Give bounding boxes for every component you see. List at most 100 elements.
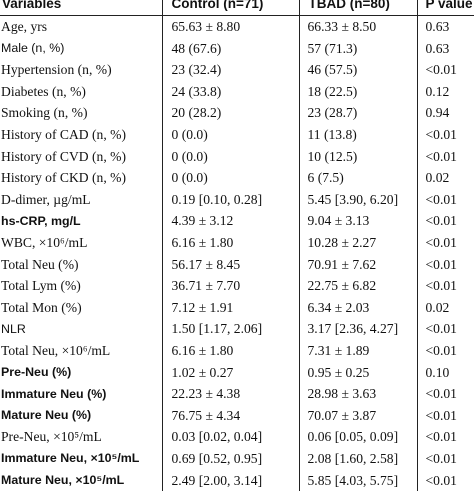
- tbad-value-cell: 0.95 ± 0.25: [299, 362, 417, 384]
- p-value-cell: 0.12: [417, 81, 474, 103]
- tbad-value-cell: 18 (22.5): [299, 81, 417, 103]
- tbad-value-cell: 11 (13.8): [299, 124, 417, 146]
- control-value-cell: 76.75 ± 4.34: [162, 405, 299, 427]
- tbad-value-cell: 70.07 ± 3.87: [299, 405, 417, 427]
- control-value-cell: 20 (28.2): [162, 102, 299, 124]
- tbad-value-cell: 9.04 ± 3.13: [299, 210, 417, 232]
- variable-cell: WBC, ×10⁶/mL: [0, 232, 162, 254]
- p-value-cell: <0.01: [417, 124, 474, 146]
- control-value-cell: 2.49 [2.00, 3.14]: [162, 469, 299, 491]
- control-value-cell: 22.23 ± 4.38: [162, 383, 299, 405]
- variable-cell: Total Neu (%): [0, 254, 162, 276]
- table-row: History of CKD (n, %)0 (0.0)6 (7.5)0.02: [0, 167, 474, 189]
- p-value-cell: <0.01: [417, 405, 474, 427]
- tbad-value-cell: 28.98 ± 3.63: [299, 383, 417, 405]
- p-value-cell: <0.01: [417, 340, 474, 362]
- p-value-cell: <0.01: [417, 232, 474, 254]
- table-row: History of CAD (n, %)0 (0.0)11 (13.8)<0.…: [0, 124, 474, 146]
- tbad-value-cell: 70.91 ± 7.62: [299, 254, 417, 276]
- tbad-value-cell: 66.33 ± 8.50: [299, 16, 417, 38]
- variable-cell: Mature Neu (%): [0, 405, 162, 427]
- tbad-value-cell: 22.75 ± 6.82: [299, 275, 417, 297]
- variable-cell: Immature Neu, ×10⁵/mL: [0, 448, 162, 470]
- header-control: Control (n=71): [162, 0, 299, 16]
- table-row: Hypertension (n, %)23 (32.4)46 (57.5)<0.…: [0, 59, 474, 81]
- variable-cell: Total Lym (%): [0, 275, 162, 297]
- control-value-cell: 23 (32.4): [162, 59, 299, 81]
- p-value-cell: <0.01: [417, 383, 474, 405]
- control-value-cell: 6.16 ± 1.80: [162, 232, 299, 254]
- p-value-cell: <0.01: [417, 469, 474, 491]
- p-value-cell: <0.01: [417, 318, 474, 340]
- control-value-cell: 36.71 ± 7.70: [162, 275, 299, 297]
- p-value-cell: 0.10: [417, 362, 474, 384]
- p-value-cell: <0.01: [417, 254, 474, 276]
- p-value-cell: <0.01: [417, 189, 474, 211]
- header-p-value: P value: [417, 0, 474, 16]
- table-row: Male (n, %)48 (67.6)57 (71.3)0.63: [0, 38, 474, 60]
- control-value-cell: 4.39 ± 3.12: [162, 210, 299, 232]
- control-value-cell: 1.50 [1.17, 2.06]: [162, 318, 299, 340]
- variable-cell: Smoking (n, %): [0, 102, 162, 124]
- p-value-cell: 0.94: [417, 102, 474, 124]
- variable-cell: hs-CRP, mg/L: [0, 210, 162, 232]
- p-value-cell: <0.01: [417, 146, 474, 168]
- variable-cell: Mature Neu, ×10⁵/mL: [0, 469, 162, 491]
- tbad-value-cell: 23 (28.7): [299, 102, 417, 124]
- variable-cell: Diabetes (n, %): [0, 81, 162, 103]
- header-row: Variables Control (n=71) TBAD (n=80) P v…: [0, 0, 474, 16]
- tbad-value-cell: 7.31 ± 1.89: [299, 340, 417, 362]
- variable-cell: Male (n, %): [0, 38, 162, 60]
- variable-cell: History of CAD (n, %): [0, 124, 162, 146]
- header-tbad: TBAD (n=80): [299, 0, 417, 16]
- tbad-value-cell: 2.08 [1.60, 2.58]: [299, 448, 417, 470]
- table-row: History of CVD (n, %)0 (0.0)10 (12.5)<0.…: [0, 146, 474, 168]
- variable-cell: Total Neu, ×10⁶/mL: [0, 340, 162, 362]
- tbad-value-cell: 46 (57.5): [299, 59, 417, 81]
- p-value-cell: <0.01: [417, 448, 474, 470]
- p-value-cell: 0.02: [417, 167, 474, 189]
- variable-cell: NLR: [0, 318, 162, 340]
- control-value-cell: 0 (0.0): [162, 124, 299, 146]
- p-value-cell: <0.01: [417, 210, 474, 232]
- variable-cell: Immature Neu (%): [0, 383, 162, 405]
- header-variables: Variables: [0, 0, 162, 16]
- control-value-cell: 1.02 ± 0.27: [162, 362, 299, 384]
- table-row: Smoking (n, %)20 (28.2)23 (28.7)0.94: [0, 102, 474, 124]
- variable-cell: Age, yrs: [0, 16, 162, 38]
- p-value-cell: 0.63: [417, 16, 474, 38]
- variable-cell: History of CVD (n, %): [0, 146, 162, 168]
- variable-cell: Pre-Neu (%): [0, 362, 162, 384]
- variable-cell: History of CKD (n, %): [0, 167, 162, 189]
- control-value-cell: 6.16 ± 1.80: [162, 340, 299, 362]
- control-value-cell: 56.17 ± 8.45: [162, 254, 299, 276]
- tbad-value-cell: 6.34 ± 2.03: [299, 297, 417, 319]
- p-value-cell: <0.01: [417, 59, 474, 81]
- control-value-cell: 7.12 ± 1.91: [162, 297, 299, 319]
- tbad-value-cell: 3.17 [2.36, 4.27]: [299, 318, 417, 340]
- control-value-cell: 0.19 [0.10, 0.28]: [162, 189, 299, 211]
- tbad-value-cell: 5.45 [3.90, 6.20]: [299, 189, 417, 211]
- p-value-cell: <0.01: [417, 426, 474, 448]
- tbad-value-cell: 10.28 ± 2.27: [299, 232, 417, 254]
- tbad-value-cell: 5.85 [4.03, 5.75]: [299, 469, 417, 491]
- tbad-value-cell: 0.06 [0.05, 0.09]: [299, 426, 417, 448]
- control-value-cell: 24 (33.8): [162, 81, 299, 103]
